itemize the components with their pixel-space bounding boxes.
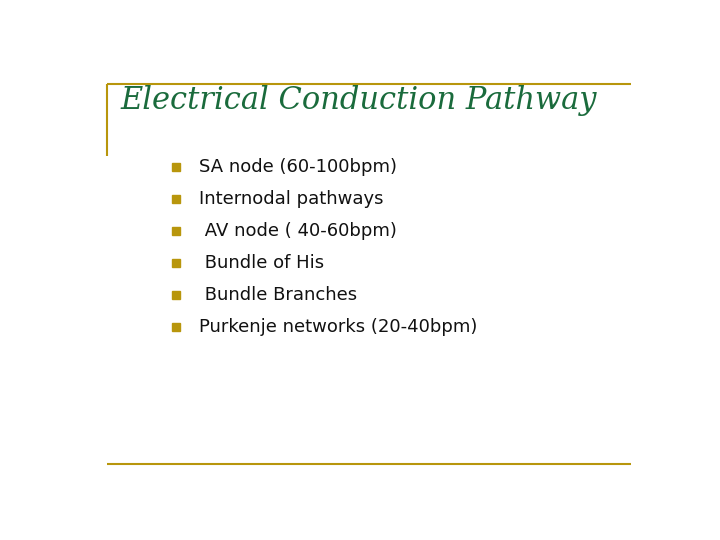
Text: Purkenje networks (20-40bpm): Purkenje networks (20-40bpm)	[199, 318, 477, 336]
Text: SA node (60-100bpm): SA node (60-100bpm)	[199, 158, 397, 176]
Text: Internodal pathways: Internodal pathways	[199, 190, 383, 208]
Text: Electrical Conduction Pathway: Electrical Conduction Pathway	[121, 85, 597, 116]
Text: AV node ( 40-60bpm): AV node ( 40-60bpm)	[199, 222, 397, 240]
Text: Bundle Branches: Bundle Branches	[199, 286, 357, 303]
Text: Bundle of His: Bundle of His	[199, 254, 324, 272]
